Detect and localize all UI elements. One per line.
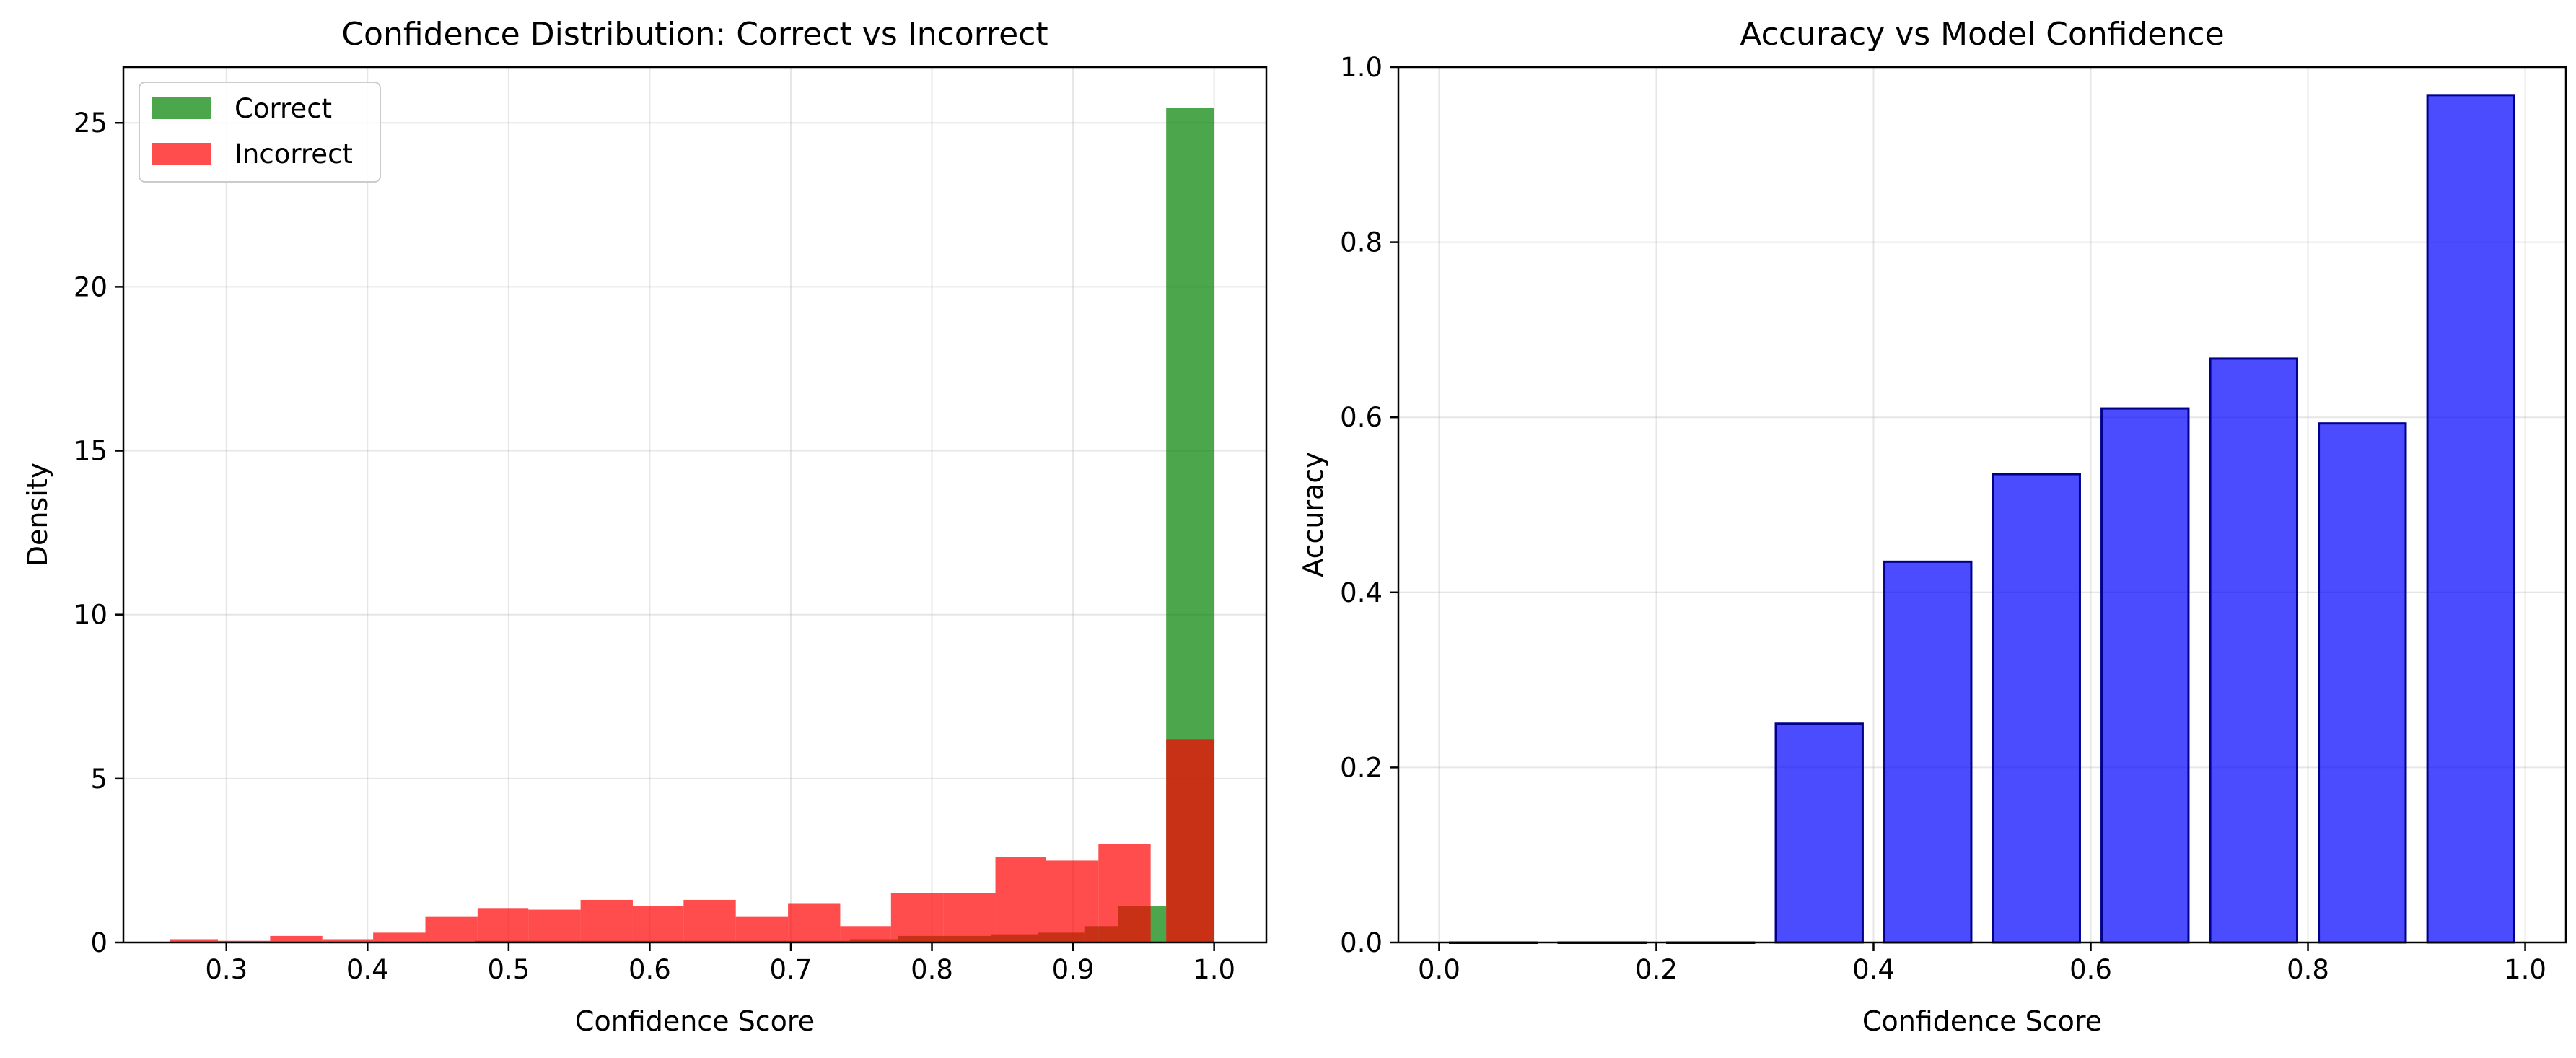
- histogram-bin: [1046, 860, 1099, 943]
- x-tick-label: 0.8: [911, 954, 953, 985]
- x-tick-label: 0.2: [1635, 954, 1678, 985]
- grid: [123, 67, 1266, 943]
- legend-label: Incorrect: [235, 139, 353, 170]
- histogram-bin: [1166, 739, 1214, 943]
- histogram-bin: [580, 899, 633, 943]
- y-tick-label: 0.0: [1340, 927, 1383, 958]
- histogram-bin: [890, 893, 944, 943]
- y-tick-label: 0.2: [1340, 752, 1383, 783]
- histogram-bin: [683, 899, 736, 943]
- bar: [1774, 722, 1864, 944]
- y-tick-label: 15: [74, 436, 108, 467]
- plot-frame: [122, 66, 1268, 944]
- accuracy-vs-confidence-chart: Accuracy vs Model Confidence Confidence …: [1297, 16, 2567, 1037]
- histogram-bin: [735, 916, 789, 943]
- histogram-bin: [1098, 844, 1151, 943]
- bar: [2426, 94, 2516, 944]
- x-tick-label: 0.6: [2069, 954, 2112, 985]
- histogram-bin: [322, 939, 374, 943]
- bar: [1992, 473, 2081, 944]
- chart-title: Confidence Distribution: Correct vs Inco…: [341, 16, 1048, 53]
- bar: [2318, 422, 2407, 944]
- bar: [2209, 357, 2298, 944]
- series-correct: [474, 108, 1214, 943]
- x-axis-label: Confidence Score: [575, 1005, 815, 1037]
- y-tick-label: 25: [74, 108, 108, 139]
- x-tick-label: 1.0: [1193, 954, 1235, 985]
- y-tick-label: 0.8: [1340, 227, 1383, 258]
- histogram-bin: [943, 893, 996, 943]
- legend: Correct Incorrect: [139, 82, 381, 183]
- y-tick-label: 10: [74, 600, 108, 631]
- plot-frame: [1397, 66, 2567, 944]
- histogram-bin: [477, 908, 529, 943]
- bars: [1448, 94, 2516, 944]
- y-tick-label: 5: [90, 764, 108, 795]
- confidence-distribution-chart: Confidence Distribution: Correct vs Inco…: [22, 16, 1268, 1037]
- histogram-bin: [425, 916, 478, 943]
- y-axis-label: Density: [22, 463, 53, 567]
- bar: [1883, 560, 1973, 944]
- histogram-bin: [528, 909, 581, 943]
- histogram-bin: [840, 926, 891, 943]
- legend-label: Correct: [235, 93, 332, 124]
- x-tick-label: 0.6: [628, 954, 671, 985]
- series-incorrect: [170, 739, 1214, 943]
- x-tick-label: 0.8: [2287, 954, 2329, 985]
- x-tick-label: 0.3: [205, 954, 247, 985]
- x-tick-label: 0.9: [1052, 954, 1095, 985]
- histogram-bin: [373, 932, 426, 943]
- y-tick-label: 0.4: [1340, 577, 1383, 608]
- y-tick-label: 20: [74, 271, 108, 302]
- x-axis-label: Confidence Score: [1862, 1005, 2102, 1037]
- histogram-bin: [270, 935, 323, 943]
- histogram-bin: [995, 857, 1046, 943]
- x-tick-label: 0.0: [1418, 954, 1460, 985]
- bar: [2100, 407, 2190, 944]
- histogram-bin: [632, 906, 684, 943]
- x-tick-label: 0.7: [770, 954, 812, 985]
- histogram-bin: [788, 903, 841, 943]
- y-tick-label: 1.0: [1340, 52, 1383, 83]
- x-tick-label: 1.0: [2504, 954, 2546, 985]
- x-tick-label: 0.5: [487, 954, 530, 985]
- x-tick-label: 0.4: [346, 954, 389, 985]
- y-tick-label: 0: [90, 927, 108, 958]
- histogram-bin: [170, 939, 219, 943]
- legend-swatch: [152, 143, 211, 165]
- y-axis-label: Accuracy: [1297, 452, 1329, 577]
- y-tick-label: 0.6: [1340, 402, 1383, 433]
- legend-swatch: [152, 97, 211, 119]
- x-tick-label: 0.4: [1852, 954, 1895, 985]
- chart-title: Accuracy vs Model Confidence: [1740, 16, 2224, 53]
